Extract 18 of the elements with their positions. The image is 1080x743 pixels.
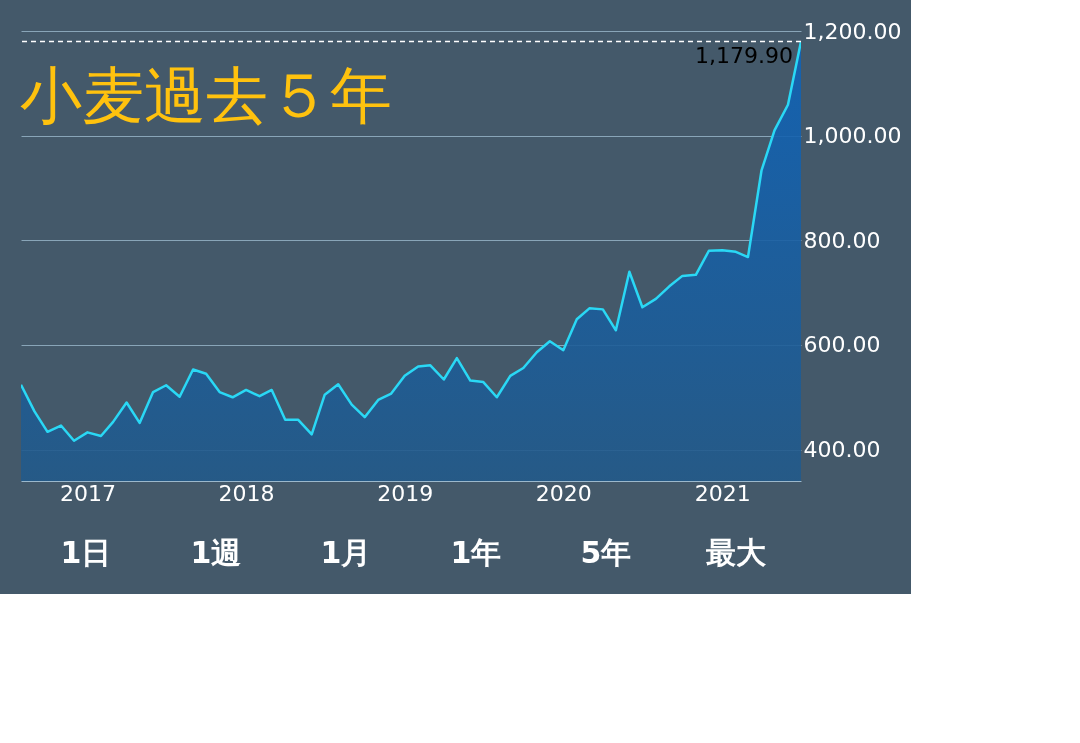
y-tick-label: 1,000.00: [803, 123, 902, 149]
text: 1月: [320, 535, 372, 570]
y-tick-label: 600.00: [803, 332, 881, 358]
x-tick-label: 2019: [377, 480, 434, 506]
y-tick-label: 1,200.00: [803, 18, 902, 44]
text: 1日: [60, 535, 112, 570]
x-tick-label: 2020: [535, 480, 592, 506]
text: 1週: [190, 535, 242, 570]
text: 小麦過去５年: [20, 59, 393, 132]
y-tick-label: 800.00: [803, 227, 881, 253]
x-tick-label: 2018: [218, 480, 275, 506]
ref-line-label: 1,179.90: [695, 42, 793, 68]
y-tick-label: 400.00: [803, 437, 881, 463]
text: 最大: [706, 535, 767, 570]
x-tick-label: 2017: [59, 480, 116, 506]
text: 1年: [450, 535, 502, 570]
x-tick-label: 2021: [694, 480, 751, 506]
text: 5年: [580, 535, 632, 570]
